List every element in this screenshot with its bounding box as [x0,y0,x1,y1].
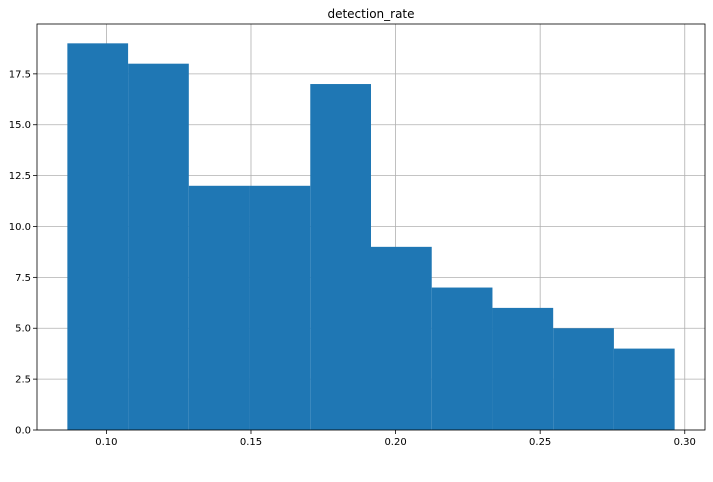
histogram-bar [188,185,250,430]
x-tick-label: 0.25 [529,437,551,448]
axis-layer: 0.10 0.15 0.20 0.25 0.30 0.0 2.5 5.0 7.5 10.0 12.5… [9,23,706,448]
histogram-bar [310,84,371,430]
x-tick-label: 0.15 [240,437,262,448]
x-tick-label: 0.30 [674,437,696,448]
y-tick-label: 0.0 [15,426,31,437]
y-tick-label: 7.5 [15,273,31,284]
plot-frame [36,23,706,431]
chart-title: detection_rate [327,7,414,21]
histogram-bar [67,43,129,430]
y-tick-label: 2.5 [15,375,31,386]
y-tick-label: 12.5 [9,171,31,182]
x-tick-label: 0.10 [95,437,117,448]
bars-layer [67,43,675,431]
histogram-bar [431,287,493,430]
histogram-bar [613,348,675,430]
histogram-bar [371,246,432,430]
y-tick-label: 5.0 [15,324,31,335]
histogram-bar [492,307,554,430]
y-tick-label: 15.0 [9,120,31,131]
x-tick-label: 0.20 [384,437,406,448]
histogram-bar [553,328,614,430]
y-tick-label: 10.0 [9,222,31,233]
y-tick-label: 17.5 [9,69,31,80]
histogram-bar [128,63,189,431]
histogram-bar [249,185,311,430]
